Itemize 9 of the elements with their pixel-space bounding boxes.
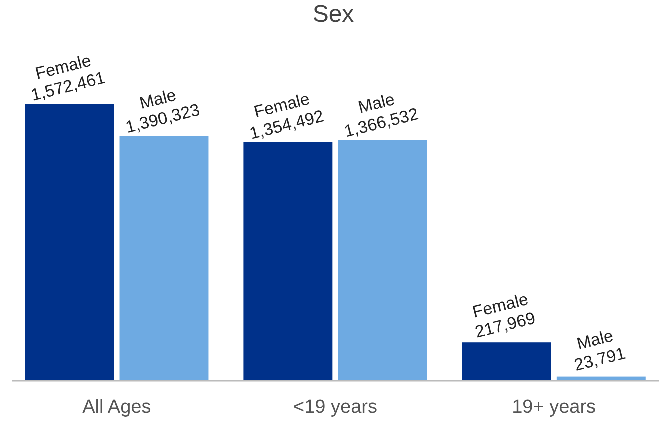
x-tick-label: 19+ years [512,397,596,418]
bar [244,142,333,381]
bar [120,136,209,381]
chart-title: Sex [312,1,354,28]
bar [25,104,114,381]
x-tick-label: All Ages [82,397,152,418]
bar [338,140,428,381]
x-tick-label: <19 years [294,397,378,418]
bar [462,342,552,381]
